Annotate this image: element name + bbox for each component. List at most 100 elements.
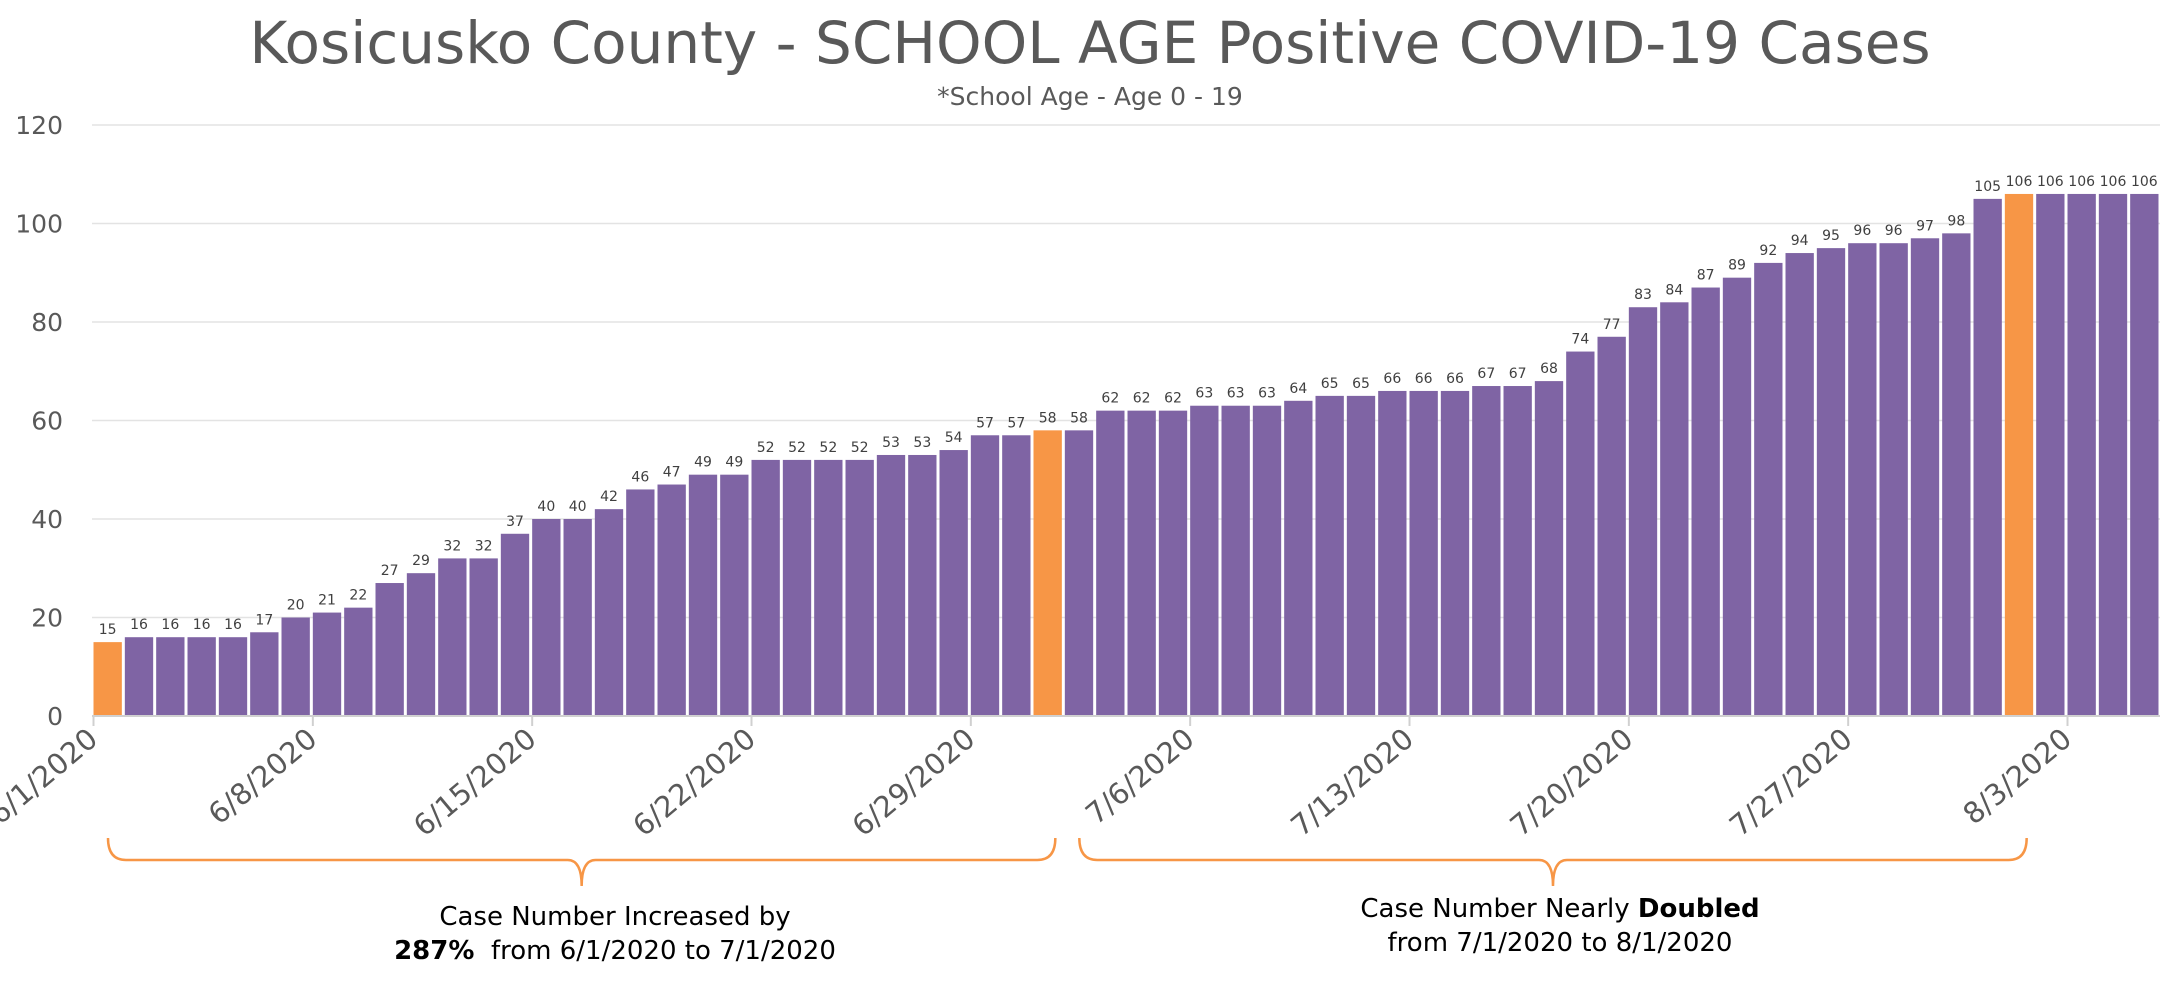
- data-label-23: 52: [819, 440, 837, 456]
- bar-56: [1848, 243, 1877, 716]
- annotation-increase-line1: Case Number Increased by: [439, 902, 791, 932]
- data-label-50: 84: [1665, 282, 1683, 298]
- bar-14: [532, 519, 561, 716]
- bar-29: [1002, 435, 1031, 716]
- bar-22: [782, 459, 812, 716]
- data-label-18: 47: [663, 465, 681, 481]
- data-label-52: 89: [1728, 258, 1746, 274]
- x-tick-label-56: 7/27/2020: [1723, 721, 1859, 843]
- annotation-doubled: Case Number Nearly Doubled from 7/1/2020…: [1280, 892, 1840, 960]
- x-tick-label-28: 6/29/2020: [846, 721, 982, 843]
- bar-18: [657, 484, 686, 716]
- chart-title: Kosicusko County - SCHOOL AGE Positive C…: [249, 9, 1930, 77]
- data-label-25: 53: [882, 435, 900, 451]
- data-label-7: 21: [318, 593, 336, 609]
- bar-38: [1284, 400, 1313, 716]
- data-label-54: 94: [1791, 233, 1809, 249]
- y-tick-20: 20: [31, 604, 63, 633]
- data-label-3: 16: [193, 617, 211, 633]
- y-tick-120: 120: [15, 111, 63, 140]
- data-label-40: 65: [1352, 376, 1370, 392]
- bar-51: [1691, 287, 1720, 716]
- bars: [93, 193, 2159, 717]
- y-tick-60: 60: [31, 407, 63, 436]
- data-label-20: 49: [725, 455, 743, 471]
- annotation-doubled-text: Case Number Nearly: [1360, 894, 1638, 924]
- data-label-60: 105: [1974, 179, 2001, 195]
- data-label-61: 106: [2006, 174, 2033, 190]
- data-label-35: 63: [1195, 386, 1213, 402]
- x-tick-label-63: 8/3/2020: [1956, 721, 2078, 831]
- data-label-26: 53: [913, 435, 931, 451]
- annotation-doubled-bold: Doubled: [1637, 894, 1760, 924]
- bar-41: [1378, 390, 1407, 716]
- y-axis-ticks: 0 20 40 60 80 100 120: [15, 111, 63, 731]
- bar-65: [2130, 193, 2159, 716]
- bar-24: [845, 459, 874, 716]
- data-label-1: 16: [130, 617, 148, 633]
- data-label-0: 15: [99, 622, 117, 638]
- data-label-36: 63: [1227, 386, 1245, 402]
- data-label-42: 66: [1415, 371, 1433, 387]
- annotation-increase-percent: 287%: [394, 936, 475, 966]
- data-label-22: 52: [788, 440, 806, 456]
- bar-1: [124, 637, 154, 716]
- y-tick-0: 0: [47, 702, 63, 731]
- x-tick-label-0: 6/1/2020: [0, 721, 104, 831]
- bar-36: [1221, 405, 1250, 716]
- x-axis-ticks: 6/1/2020 6/8/2020 6/15/2020 6/22/2020 6/29/2…: [0, 716, 2078, 843]
- data-label-6: 20: [287, 598, 305, 614]
- annotation-doubled-line1: Case Number Nearly Doubled: [1280, 892, 1840, 926]
- bar-26: [908, 454, 937, 716]
- data-label-34: 62: [1164, 391, 1182, 407]
- data-label-21: 52: [757, 440, 775, 456]
- data-label-16: 42: [600, 489, 618, 505]
- bar-23: [814, 459, 843, 716]
- bar-52: [1722, 277, 1752, 716]
- bracket-0: [106, 837, 1057, 887]
- data-label-46: 68: [1540, 361, 1558, 377]
- x-tick-label-49: 7/20/2020: [1504, 721, 1640, 843]
- bar-15: [563, 519, 592, 716]
- data-label-10: 29: [412, 553, 430, 569]
- bar-0: [93, 642, 122, 716]
- data-label-17: 46: [631, 469, 649, 485]
- bar-19: [688, 474, 718, 716]
- bar-6: [281, 617, 310, 716]
- data-label-12: 32: [475, 538, 493, 554]
- bar-13: [500, 533, 530, 716]
- data-label-33: 62: [1133, 391, 1151, 407]
- bar-58: [1910, 238, 1940, 716]
- bar-32: [1096, 410, 1125, 716]
- bar-47: [1566, 351, 1595, 716]
- data-label-51: 87: [1697, 268, 1715, 284]
- data-label-43: 66: [1446, 371, 1464, 387]
- data-label-11: 32: [443, 538, 461, 554]
- chart-subtitle: *School Age - Age 0 - 19: [937, 82, 1243, 111]
- data-label-5: 17: [255, 612, 273, 628]
- bar-50: [1660, 302, 1689, 716]
- data-label-49: 83: [1634, 287, 1652, 303]
- data-label-30: 58: [1039, 410, 1057, 426]
- data-label-9: 27: [381, 563, 399, 579]
- bar-63: [2067, 193, 2096, 716]
- data-label-31: 58: [1070, 410, 1088, 426]
- bar-16: [594, 509, 624, 716]
- gridlines: [92, 124, 2160, 619]
- x-tick-label-14: 6/15/2020: [407, 721, 543, 843]
- bar-2: [156, 637, 185, 716]
- bar-53: [1754, 262, 1783, 716]
- bar-55: [1816, 248, 1846, 716]
- x-tick-label-21: 6/22/2020: [626, 721, 762, 843]
- bar-39: [1315, 395, 1344, 716]
- data-label-2: 16: [161, 617, 179, 633]
- bar-45: [1503, 386, 1532, 716]
- data-label-29: 57: [1007, 415, 1025, 431]
- data-label-8: 22: [349, 588, 367, 604]
- bar-12: [469, 558, 498, 716]
- data-label-39: 65: [1321, 376, 1339, 392]
- y-tick-100: 100: [15, 210, 63, 239]
- bar-20: [720, 474, 749, 716]
- data-label-27: 54: [945, 430, 963, 446]
